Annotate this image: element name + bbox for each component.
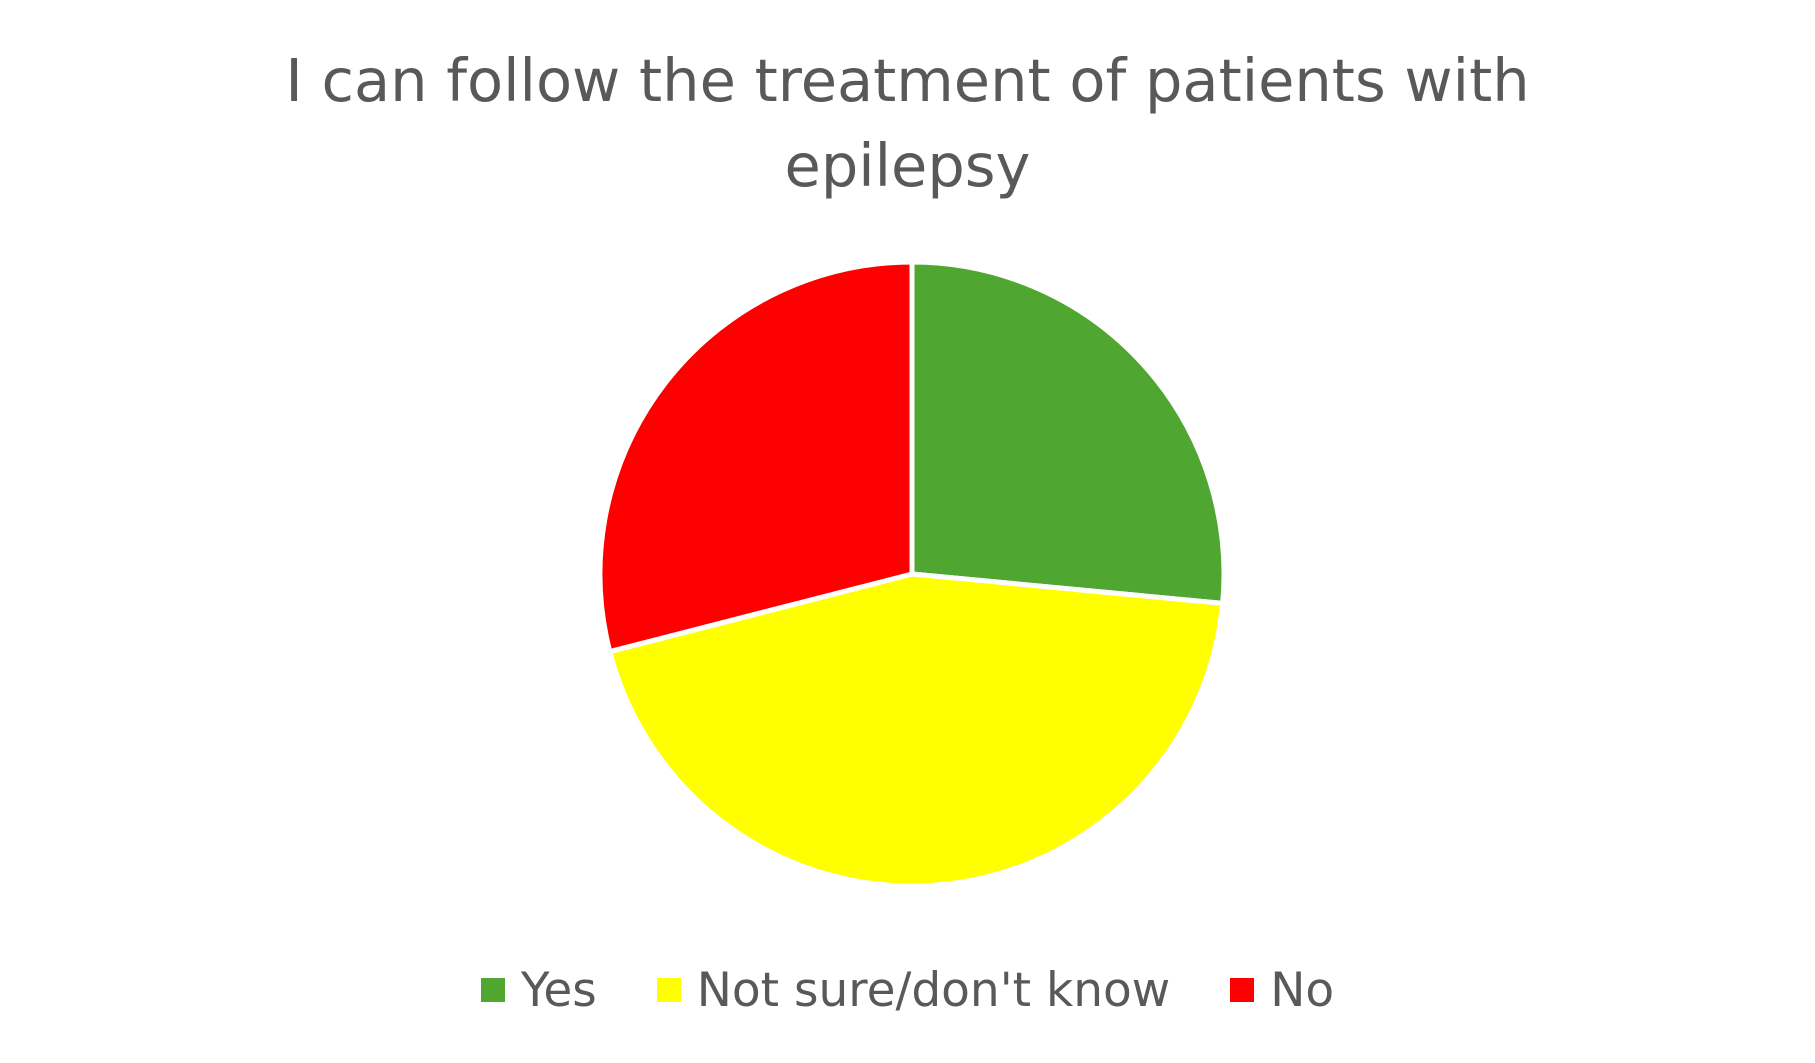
legend-label-no: No xyxy=(1270,962,1335,1018)
legend-item-no: No xyxy=(1230,963,1334,1018)
pie-slices xyxy=(597,259,1227,889)
legend: Yes Not sure/don't know No xyxy=(0,955,1815,1025)
pie-slice-yes xyxy=(909,259,1227,606)
legend-label-yes: Yes xyxy=(520,962,597,1018)
legend-label-not-sure: Not sure/don't know xyxy=(696,962,1171,1018)
legend-item-yes: Yes xyxy=(480,962,597,1018)
legend-item-not-sure: Not sure/don't know xyxy=(656,962,1171,1018)
legend-swatch-yes xyxy=(480,978,505,1002)
legend-swatch-not-sure xyxy=(656,978,681,1002)
legend-swatch-no xyxy=(1230,978,1255,1002)
chart-title: I can follow the treatment of patients w… xyxy=(285,46,1530,200)
pie-slice-not-sure xyxy=(607,571,1226,889)
pie-slice-no xyxy=(597,259,915,655)
